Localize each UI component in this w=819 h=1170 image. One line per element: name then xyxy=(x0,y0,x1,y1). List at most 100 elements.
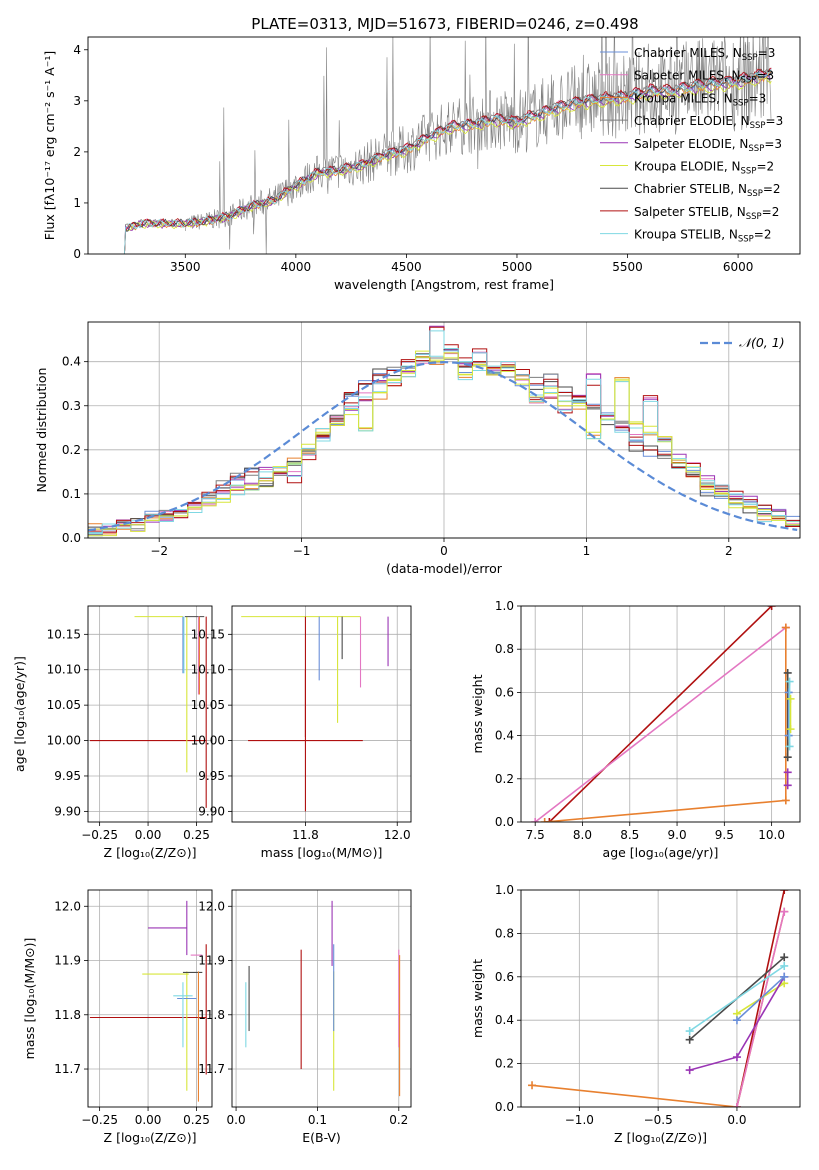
y-tick-label: 10.05 xyxy=(47,698,81,712)
y-tick-label: 9.95 xyxy=(198,769,225,783)
massweight-kroupa-stelib-marker xyxy=(685,1027,694,1036)
legend-suffix: =3 xyxy=(756,69,774,83)
massweight-kroupa-stelib-line xyxy=(689,965,785,1032)
y-tick-label: 0.4 xyxy=(495,729,514,743)
legend-label: Kroupa ELODIE, N xyxy=(634,160,741,174)
histogram-kroupa-elodie xyxy=(88,352,800,538)
x-tick-label: −0.25 xyxy=(81,828,118,842)
y-tick-label: 0.4 xyxy=(495,1013,514,1027)
massweight-salpeter-miles-marker xyxy=(732,1103,741,1107)
massweight-kroupa-miles-marker xyxy=(781,623,790,632)
legend-suffix: =2 xyxy=(762,205,780,219)
axes-frame xyxy=(520,605,801,823)
x-tick-label: 0.0 xyxy=(227,1113,246,1127)
y-tick-label: 10.15 xyxy=(191,627,225,641)
legend-label: Chabrier STELIB, N xyxy=(634,182,747,196)
massweight-chabrier-miles-marker xyxy=(784,731,793,740)
legend-entry: Salpeter MILES, NSSP=3 xyxy=(634,69,774,86)
age_vs_Z-axes: −0.25 0.00 0.25 9.90 9.95 10.00 10.05 10.10 10.1… xyxy=(12,605,213,860)
x-tick-label: 7.5 xyxy=(526,828,545,842)
legend-subscript: SSP xyxy=(746,212,762,222)
massweight-kroupa-miles-marker xyxy=(528,1081,537,1090)
massweight-salpeter-stelib-line xyxy=(548,606,773,822)
massweight-kroupa-elodie-marker xyxy=(786,725,795,734)
massweight-chabrier-stelib-marker xyxy=(783,668,792,677)
x-tick-label: 0.00 xyxy=(135,1113,162,1127)
x-tick-label: −0.25 xyxy=(81,1113,118,1127)
legend-entry: 𝒩(0, 1) xyxy=(739,335,785,350)
legend-subscript: SSP xyxy=(742,53,758,63)
y-tick-label: 0 xyxy=(73,247,81,261)
y-tick-label: 0.8 xyxy=(495,926,514,940)
legend-subscript: SSP xyxy=(741,76,757,86)
x-tick-label: 6000 xyxy=(723,260,754,274)
axes-frame xyxy=(520,889,801,1108)
y-tick-label: 11.7 xyxy=(54,1062,81,1076)
massweight-chabrier-stelib-marker xyxy=(783,753,792,762)
y-tick-label: 10.00 xyxy=(191,734,225,748)
x-axis-label: Z [log₁₀(Z/Z⊙)] xyxy=(614,1130,707,1145)
legend-entry: Chabrier MILES, NSSP=3 xyxy=(634,46,775,63)
model-spectrum-chabrier-stelib xyxy=(123,68,772,254)
y-tick-label: 1 xyxy=(73,196,81,210)
x-tick-label: 3500 xyxy=(170,260,201,274)
y-tick-label: 3 xyxy=(73,94,81,108)
legend-subscript: SSP xyxy=(741,167,757,177)
massweight-kroupa-elodie-marker xyxy=(786,694,795,703)
y-tick-label: 4 xyxy=(73,43,81,57)
x-axis-label: E(B-V) xyxy=(302,1130,341,1145)
model-spectrum-salpeter-elodie xyxy=(123,73,772,254)
y-tick-label: 0.1 xyxy=(62,487,81,501)
legend-label: Chabrier ELODIE, N xyxy=(634,114,750,128)
x-tick-label: 0.2 xyxy=(389,1113,408,1127)
massweight-chabrier-miles-line xyxy=(736,976,785,1021)
y-tick-label: 0.8 xyxy=(495,642,514,656)
massweight-salpeter-stelib-marker xyxy=(780,890,789,894)
y-tick-label: 11.8 xyxy=(198,1008,225,1022)
y-tick-label: 11.9 xyxy=(198,954,225,968)
legend-suffix: =3 xyxy=(758,46,776,60)
x-tick-label: 1 xyxy=(583,544,591,558)
x-tick-label: 4000 xyxy=(281,260,312,274)
x-tick-label: −1.0 xyxy=(565,1113,594,1127)
massweight_vs_age-axes: 7.5 8.0 8.5 9.0 9.5 10.0 0.0 0.2 0.4 0.6 0.8 1.0 age… xyxy=(470,599,801,860)
massweight-chabrier-miles-marker xyxy=(780,972,789,981)
axes-frame xyxy=(231,605,412,823)
mass_vs_ebv-plot-area xyxy=(245,900,401,1097)
legend-entry: Kroupa MILES, NSSP=3 xyxy=(634,91,766,108)
spectrum-plot-area xyxy=(123,37,772,254)
legend-label: Salpeter STELIB, N xyxy=(634,205,746,219)
y-tick-label: 11.7 xyxy=(198,1062,225,1076)
x-tick-label: 2 xyxy=(725,544,733,558)
x-tick-label: 0.25 xyxy=(183,1113,210,1127)
massweight_vs_age-plot-area xyxy=(531,606,795,822)
x-tick-label: 4500 xyxy=(391,260,422,274)
legend-subscript: SSP xyxy=(747,189,763,199)
x-axis-label: Z [log₁₀(Z/Z⊙)] xyxy=(104,1130,197,1145)
axes-frame xyxy=(87,321,801,539)
spectrum-axes: 3500 4000 4500 5000 5500 6000 0 1 2 3 4 wavelength … xyxy=(42,36,801,292)
x-tick-label: 8.5 xyxy=(620,828,639,842)
y-tick-label: 11.8 xyxy=(54,1008,81,1022)
y-tick-label: 0.0 xyxy=(495,815,514,829)
x-tick-label: 0.00 xyxy=(135,828,162,842)
y-tick-label: 0.4 xyxy=(62,355,81,369)
x-tick-label: −2 xyxy=(150,544,168,558)
x-tick-label: 0.1 xyxy=(308,1113,327,1127)
massweight-salpeter-elodie-marker xyxy=(783,781,792,790)
y-tick-label: 10.00 xyxy=(47,734,81,748)
massweight-kroupa-stelib-marker xyxy=(785,677,794,686)
age_vs_Z-plot-area xyxy=(89,616,207,808)
y-axis-label: mass [log₁₀(M/M⊙)] xyxy=(22,938,37,1060)
y-tick-label: 0.6 xyxy=(495,970,514,984)
massweight-kroupa-stelib-marker xyxy=(785,742,794,751)
legend-entry: Kroupa STELIB, NSSP=2 xyxy=(634,228,772,245)
legend-subscript: SSP xyxy=(738,235,754,245)
normal-distribution-curve xyxy=(88,360,798,532)
legend-suffix: =3 xyxy=(749,91,767,105)
axes-frame xyxy=(87,605,213,823)
figure-title: PLATE=0313, MJD=51673, FIBERID=0246, z=0… xyxy=(251,15,638,33)
y-tick-label: 0.2 xyxy=(495,772,514,786)
x-tick-label: 9.0 xyxy=(668,828,687,842)
massweight-salpeter-elodie-marker xyxy=(685,1066,694,1075)
